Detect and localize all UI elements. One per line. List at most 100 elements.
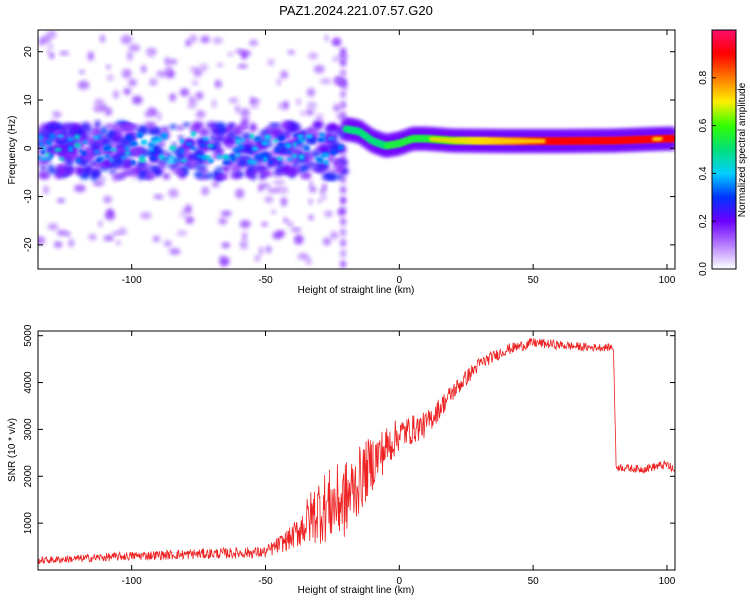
spectrogram-cell [74,127,87,132]
spectrogram-cell [185,142,193,147]
spectrogram-cell [272,231,283,240]
spectrogram-cell [124,163,132,169]
spectrogram-cell [159,133,167,138]
spectrogram-cell [104,107,113,117]
spectrogram-cell [56,229,68,236]
spectrogram-cell [215,122,226,130]
spectrogram-cell [77,80,90,90]
spectrogram-cell [199,131,209,136]
spectrogram-cell [100,159,113,168]
spectrogram-cell [190,130,197,137]
spectrogram-cell [149,156,158,162]
spectrogram-cell [216,81,223,88]
spectrogram-cell [234,104,241,114]
spectrogram-cell [166,58,178,65]
spectrogram-cell [195,91,204,100]
spectrogram-cell [140,165,151,173]
spectrogram-cell [337,144,345,151]
spectrogram-cell [315,113,324,122]
spectrogram-cell [169,124,177,130]
snr-y-tick-label: 3000 [23,418,34,441]
spectrogram-cell [135,167,141,176]
spectrogram-cell [291,227,302,233]
spectrogram-cell [191,80,199,86]
colorbar: 0.0 0.2 0.4 0.6 0.8 Normalized spectral ampl… [698,29,748,276]
spectrogram-cell [239,220,251,229]
spectrogram-cell [213,146,224,155]
spectrogram-cell [165,64,171,75]
spectrogram-cell [206,144,215,148]
spectrogram-cell [111,172,121,182]
spectrogram-cell [670,135,675,142]
spectrogram-cell [125,150,130,156]
spectrogram-cell [103,235,114,242]
spectrogram-cell [162,157,170,161]
spectrogram-cell [41,145,47,151]
spectrogram-cell [312,120,324,129]
spectrogram-cell [305,257,312,266]
spectrogram-cell [221,165,231,173]
spectrogram-cell [320,154,326,159]
spectrogram-cell [130,166,137,174]
spectrogram-cell [278,136,285,141]
spectrogram-cell [67,137,74,142]
spectrogram-x-axis-label: Height of straight line (km) [298,285,415,296]
spectrogram-cell [294,234,304,245]
spectrogram-cell [49,152,54,159]
spectrogram-cell [157,111,162,121]
spectrogram-cell [285,143,292,148]
spectrogram-cell [94,98,105,107]
spectrogram-cell [199,63,209,72]
spectrogram-cell [147,142,156,148]
spectrogram-cell [91,170,101,178]
spectrogram-cell [276,157,284,161]
spectrogram-cell [73,142,82,149]
spectrogram-cell [138,132,143,139]
spectrogram-cell [151,108,158,117]
spectrogram-cell [42,156,47,161]
spectrogram-cell [308,214,314,221]
spectrogram-cell [106,64,111,70]
spectrogram-cell [42,185,50,195]
spectrogram-cell [194,164,207,170]
spectrogram-cell [151,140,159,144]
spectrogram-cell [202,137,210,141]
spectrogram-cell [192,121,204,131]
spectrogram-cell [68,146,74,153]
spectrogram-cell [270,209,277,215]
spectrogram-cell [98,166,109,172]
spectrogram-cell [168,145,177,151]
spectrogram-cell [337,54,349,60]
snr-x-tick-label: 0 [397,576,403,587]
spectrogram-cell [212,37,223,44]
spectrogram-cell [211,180,220,188]
spectrogram-cell [235,153,241,158]
spectrogram-cell [291,153,298,158]
spectrogram-cell [274,146,281,153]
colorbar-tick-label: 0.0 [698,262,709,276]
spectrogram-cell [38,134,44,141]
spectrogram-cell [158,154,164,159]
spectrogram-cell [109,148,118,152]
snr-y-tick-label: 4000 [23,371,34,394]
spectrogram-cell [123,87,131,96]
spectrogram-x-tick-label: -50 [258,275,273,286]
spectrogram-cell [87,51,94,61]
spectrogram-cell [38,155,42,161]
spectrogram-cell [228,97,239,103]
spectrogram-cell [340,90,347,99]
spectrogram-cell [239,107,250,118]
spectrogram-cell [273,138,279,143]
spectrogram-cell [93,135,99,140]
spectrogram-cell [120,34,133,45]
spectrogram-cell [173,167,185,176]
spectrogram-cell [303,149,311,159]
spectrogram-cell [276,160,283,169]
spectrogram-cell [246,172,252,177]
spectrogram-cell [263,134,272,141]
spectrogram-cell [106,208,114,217]
spectrogram-cell [262,156,268,162]
snr-x-tick-label: -100 [122,576,142,587]
spectrogram-cell [113,157,124,166]
